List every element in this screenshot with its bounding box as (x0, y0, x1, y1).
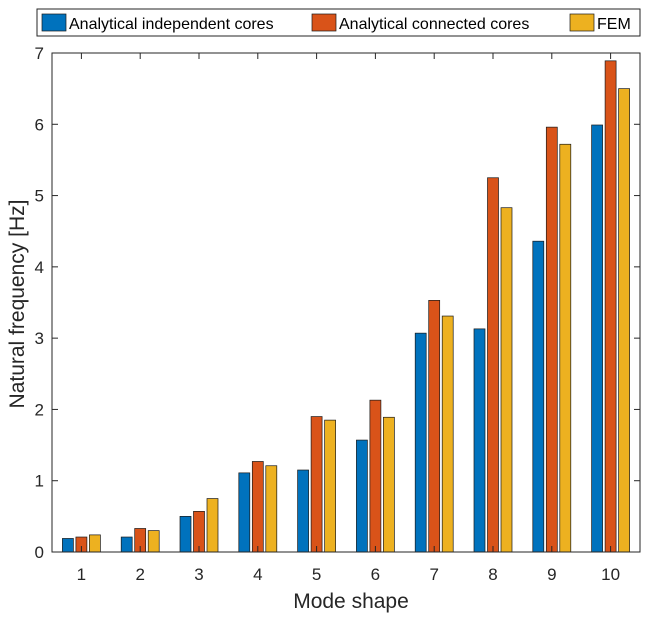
y-tick-label: 1 (35, 472, 44, 491)
legend-label-3: FEM (597, 16, 631, 33)
x-tick-label: 3 (194, 565, 203, 584)
legend-label-2: Analytical connected cores (339, 16, 529, 33)
x-tick-label: 1 (77, 565, 86, 584)
legend-swatch-1 (41, 13, 67, 32)
bar-1-mode-10 (591, 124, 603, 553)
x-tick-label: 10 (601, 565, 620, 584)
x-tick-label: 8 (488, 565, 497, 584)
bar-2-mode-9 (545, 126, 558, 553)
bar-1-mode-9 (532, 240, 545, 553)
bar-2-mode-3 (193, 511, 205, 553)
bar-2-mode-7 (428, 300, 441, 553)
bar-2-mode-5 (310, 416, 323, 553)
bar-1-mode-1 (62, 538, 74, 553)
x-axis-label: Mode shape (293, 590, 409, 613)
legend: Analytical independent cores Analytical c… (36, 8, 641, 37)
bar-3-mode-7 (441, 315, 454, 553)
bar-3-mode-5 (324, 419, 336, 553)
y-tick-label: 5 (35, 187, 44, 206)
bar-3-mode-9 (559, 143, 572, 553)
bar-3-mode-3 (206, 498, 219, 553)
axes-group (51, 52, 641, 553)
y-tick-label: 4 (35, 258, 44, 277)
x-tick-label: 6 (371, 565, 380, 584)
bar-2-mode-6 (369, 399, 382, 553)
bar-1-mode-8 (473, 328, 486, 553)
bar-3-mode-8 (500, 207, 513, 553)
x-tick-label: 2 (135, 565, 144, 584)
bar-3-mode-4 (265, 465, 278, 553)
bar-1-mode-6 (356, 439, 368, 553)
x-tick-label: 5 (312, 565, 321, 584)
y-tick-label: 6 (35, 115, 44, 134)
bar-3-mode-2 (147, 530, 160, 553)
x-tick-label: 9 (547, 565, 556, 584)
bar-1-mode-7 (414, 332, 427, 553)
axes-frame (51, 52, 641, 553)
bar-1-mode-5 (297, 469, 309, 553)
bar-1-mode-3 (179, 516, 192, 553)
x-tick-label: 7 (429, 565, 438, 584)
y-tick-label: 3 (35, 329, 44, 348)
x-tick-label: 4 (253, 565, 262, 584)
bar-2-mode-4 (251, 461, 264, 553)
legend-swatch-2 (311, 13, 337, 32)
bar-2-mode-10 (604, 60, 617, 553)
bar-1-mode-2 (120, 536, 133, 553)
bar-3-mode-1 (89, 534, 101, 553)
y-tick-label: 2 (35, 400, 44, 419)
bar-2-mode-8 (487, 177, 499, 553)
y-tick-label: 0 (35, 543, 44, 562)
legend-swatch-3 (569, 13, 595, 32)
legend-box (36, 8, 641, 37)
legend-label-1: Analytical independent cores (69, 16, 274, 33)
tick-labels-group: 0 1 2 3 4 5 6 7 1 2 3 4 5 6 7 8 9 10 (35, 44, 621, 584)
bar-1-mode-4 (238, 472, 251, 553)
y-axis-label: Natural frequency [Hz] (6, 200, 29, 409)
bar-3-mode-6 (383, 416, 395, 553)
y-tick-label: 7 (35, 44, 44, 63)
bar-3-mode-10 (618, 88, 630, 553)
